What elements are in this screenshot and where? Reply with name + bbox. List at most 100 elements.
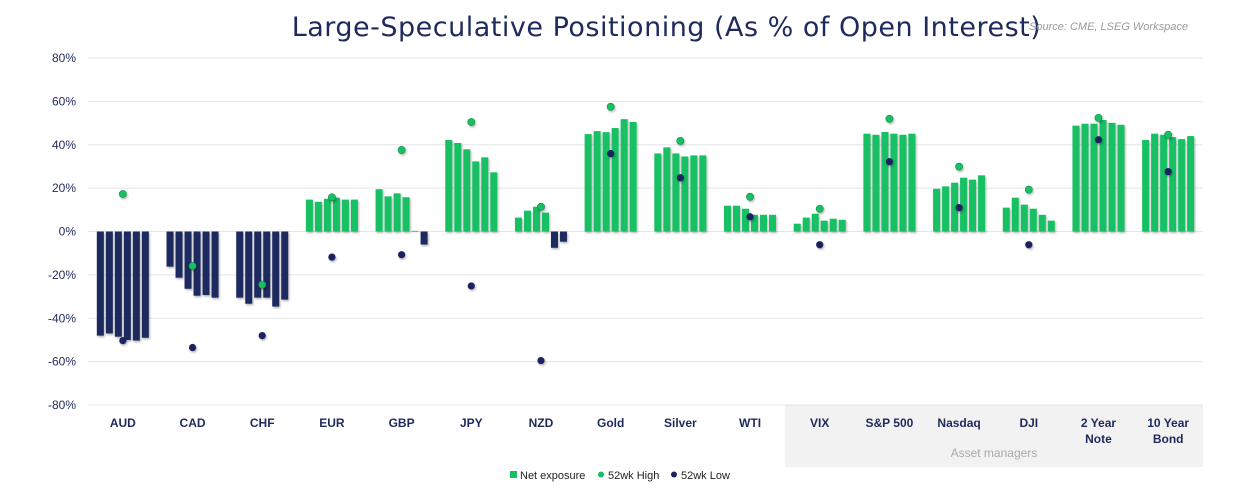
net-exposure-bar xyxy=(793,223,801,232)
net-exposure-bar xyxy=(1002,207,1010,232)
high-52wk-marker xyxy=(537,202,545,211)
net-exposure-bar xyxy=(829,218,837,232)
net-exposure-bar xyxy=(314,201,322,232)
net-exposure-bar xyxy=(872,134,880,232)
net-exposure-bar xyxy=(584,134,592,232)
net-exposure-bar xyxy=(1090,123,1098,232)
x-tick-label: Gold xyxy=(597,416,624,430)
net-exposure-bar xyxy=(523,210,531,232)
net-exposure-bar xyxy=(236,231,244,298)
net-exposure-bar xyxy=(532,206,540,232)
net-exposure-bar xyxy=(193,231,201,296)
x-tick-label: NZD xyxy=(529,416,554,430)
x-tick-label: 10 Year xyxy=(1147,416,1189,430)
high-52wk-marker xyxy=(815,204,824,213)
net-exposure-bar xyxy=(141,231,149,338)
category-group: GBP xyxy=(375,146,428,430)
net-exposure-bar xyxy=(1178,139,1186,232)
net-exposure-bar xyxy=(760,214,768,232)
y-tick-label: -40% xyxy=(48,311,76,325)
net-exposure-bar xyxy=(211,231,219,298)
category-group: WTI xyxy=(724,192,777,430)
low-52wk-marker xyxy=(676,174,684,182)
net-exposure-bar xyxy=(899,134,907,232)
x-tick-label: AUD xyxy=(110,416,136,430)
x-tick-label: Nasdaq xyxy=(937,416,980,430)
net-exposure-bar xyxy=(1151,133,1159,232)
low-52wk-marker xyxy=(1025,241,1033,249)
category-group: 2 Year Note xyxy=(1072,113,1125,446)
net-exposure-bar xyxy=(454,143,462,232)
legend-swatch-dot xyxy=(598,471,604,478)
x-tick-label: CAD xyxy=(180,416,206,430)
net-exposure-bar xyxy=(1011,197,1019,232)
x-tick-label: GBP xyxy=(389,416,415,430)
net-exposure-bar xyxy=(323,198,331,232)
high-52wk-marker xyxy=(746,192,754,201)
net-exposure-bar xyxy=(166,231,174,267)
net-exposure-bar xyxy=(375,189,383,232)
y-tick-label: 40% xyxy=(52,138,76,152)
category-group: CAD xyxy=(166,231,219,430)
x-tick-label: Silver xyxy=(664,416,697,430)
legend-swatch-dot xyxy=(671,471,677,478)
net-exposure-bar xyxy=(681,156,689,232)
high-52wk-marker xyxy=(1024,185,1033,194)
net-exposure-bar xyxy=(663,147,671,232)
net-exposure-bar xyxy=(1117,124,1125,232)
net-exposure-bar xyxy=(811,213,819,232)
category-group: CHF xyxy=(236,231,289,430)
group-background xyxy=(784,405,1203,467)
high-52wk-marker xyxy=(955,162,963,171)
y-tick-label: -20% xyxy=(48,268,76,282)
y-tick-label: 60% xyxy=(52,94,76,108)
net-exposure-bar xyxy=(472,161,480,232)
net-exposure-bar xyxy=(393,193,401,232)
net-exposure-bar xyxy=(281,231,289,300)
net-exposure-bar xyxy=(481,157,489,232)
net-exposure-bar xyxy=(445,139,453,232)
x-tick-label: Note xyxy=(1085,432,1112,446)
net-exposure-bar xyxy=(1029,208,1037,232)
net-exposure-bar xyxy=(951,182,959,232)
net-exposure-bar xyxy=(1047,220,1055,232)
net-exposure-bar xyxy=(942,186,950,232)
net-exposure-bar xyxy=(272,231,280,307)
chart-title: Large-Speculative Positioning (As % of O… xyxy=(291,12,1042,43)
net-exposure-bar xyxy=(1169,137,1177,232)
high-52wk-marker xyxy=(885,114,894,123)
net-exposure-bar xyxy=(629,121,637,232)
net-exposure-bar xyxy=(254,231,262,298)
net-exposure-bar xyxy=(620,119,628,232)
low-52wk-marker xyxy=(1164,168,1172,176)
y-tick-label: 20% xyxy=(52,181,76,195)
legend-label: 52wk Low xyxy=(681,470,730,482)
legend-swatch-net-exposure xyxy=(510,471,517,478)
net-exposure-bar xyxy=(960,177,968,232)
net-exposure-bar xyxy=(559,231,567,242)
legend-label: 52wk High xyxy=(608,470,659,482)
net-exposure-bar xyxy=(769,214,777,232)
low-52wk-marker xyxy=(885,158,894,166)
net-exposure-bar xyxy=(202,231,210,296)
net-exposure-bar xyxy=(411,230,419,232)
high-52wk-marker xyxy=(606,102,615,111)
x-tick-label: S&P 500 xyxy=(866,416,914,430)
net-exposure-bar xyxy=(402,197,410,232)
net-exposure-bar xyxy=(611,128,619,232)
category-group: Nasdaq xyxy=(933,162,986,430)
net-exposure-bar xyxy=(751,214,759,232)
y-tick-label: 0% xyxy=(59,225,77,239)
net-exposure-bar xyxy=(654,153,662,232)
net-exposure-bar xyxy=(593,131,601,232)
x-tick-label: VIX xyxy=(810,416,829,430)
category-group: DJI xyxy=(1002,185,1055,430)
net-exposure-bar xyxy=(602,132,610,232)
net-exposure-bar xyxy=(908,133,916,232)
x-tick-label: Bond xyxy=(1153,432,1184,446)
low-52wk-marker xyxy=(328,253,336,261)
net-exposure-bar xyxy=(890,133,898,232)
net-exposure-bar xyxy=(123,231,131,340)
net-exposure-bar xyxy=(1081,123,1089,232)
